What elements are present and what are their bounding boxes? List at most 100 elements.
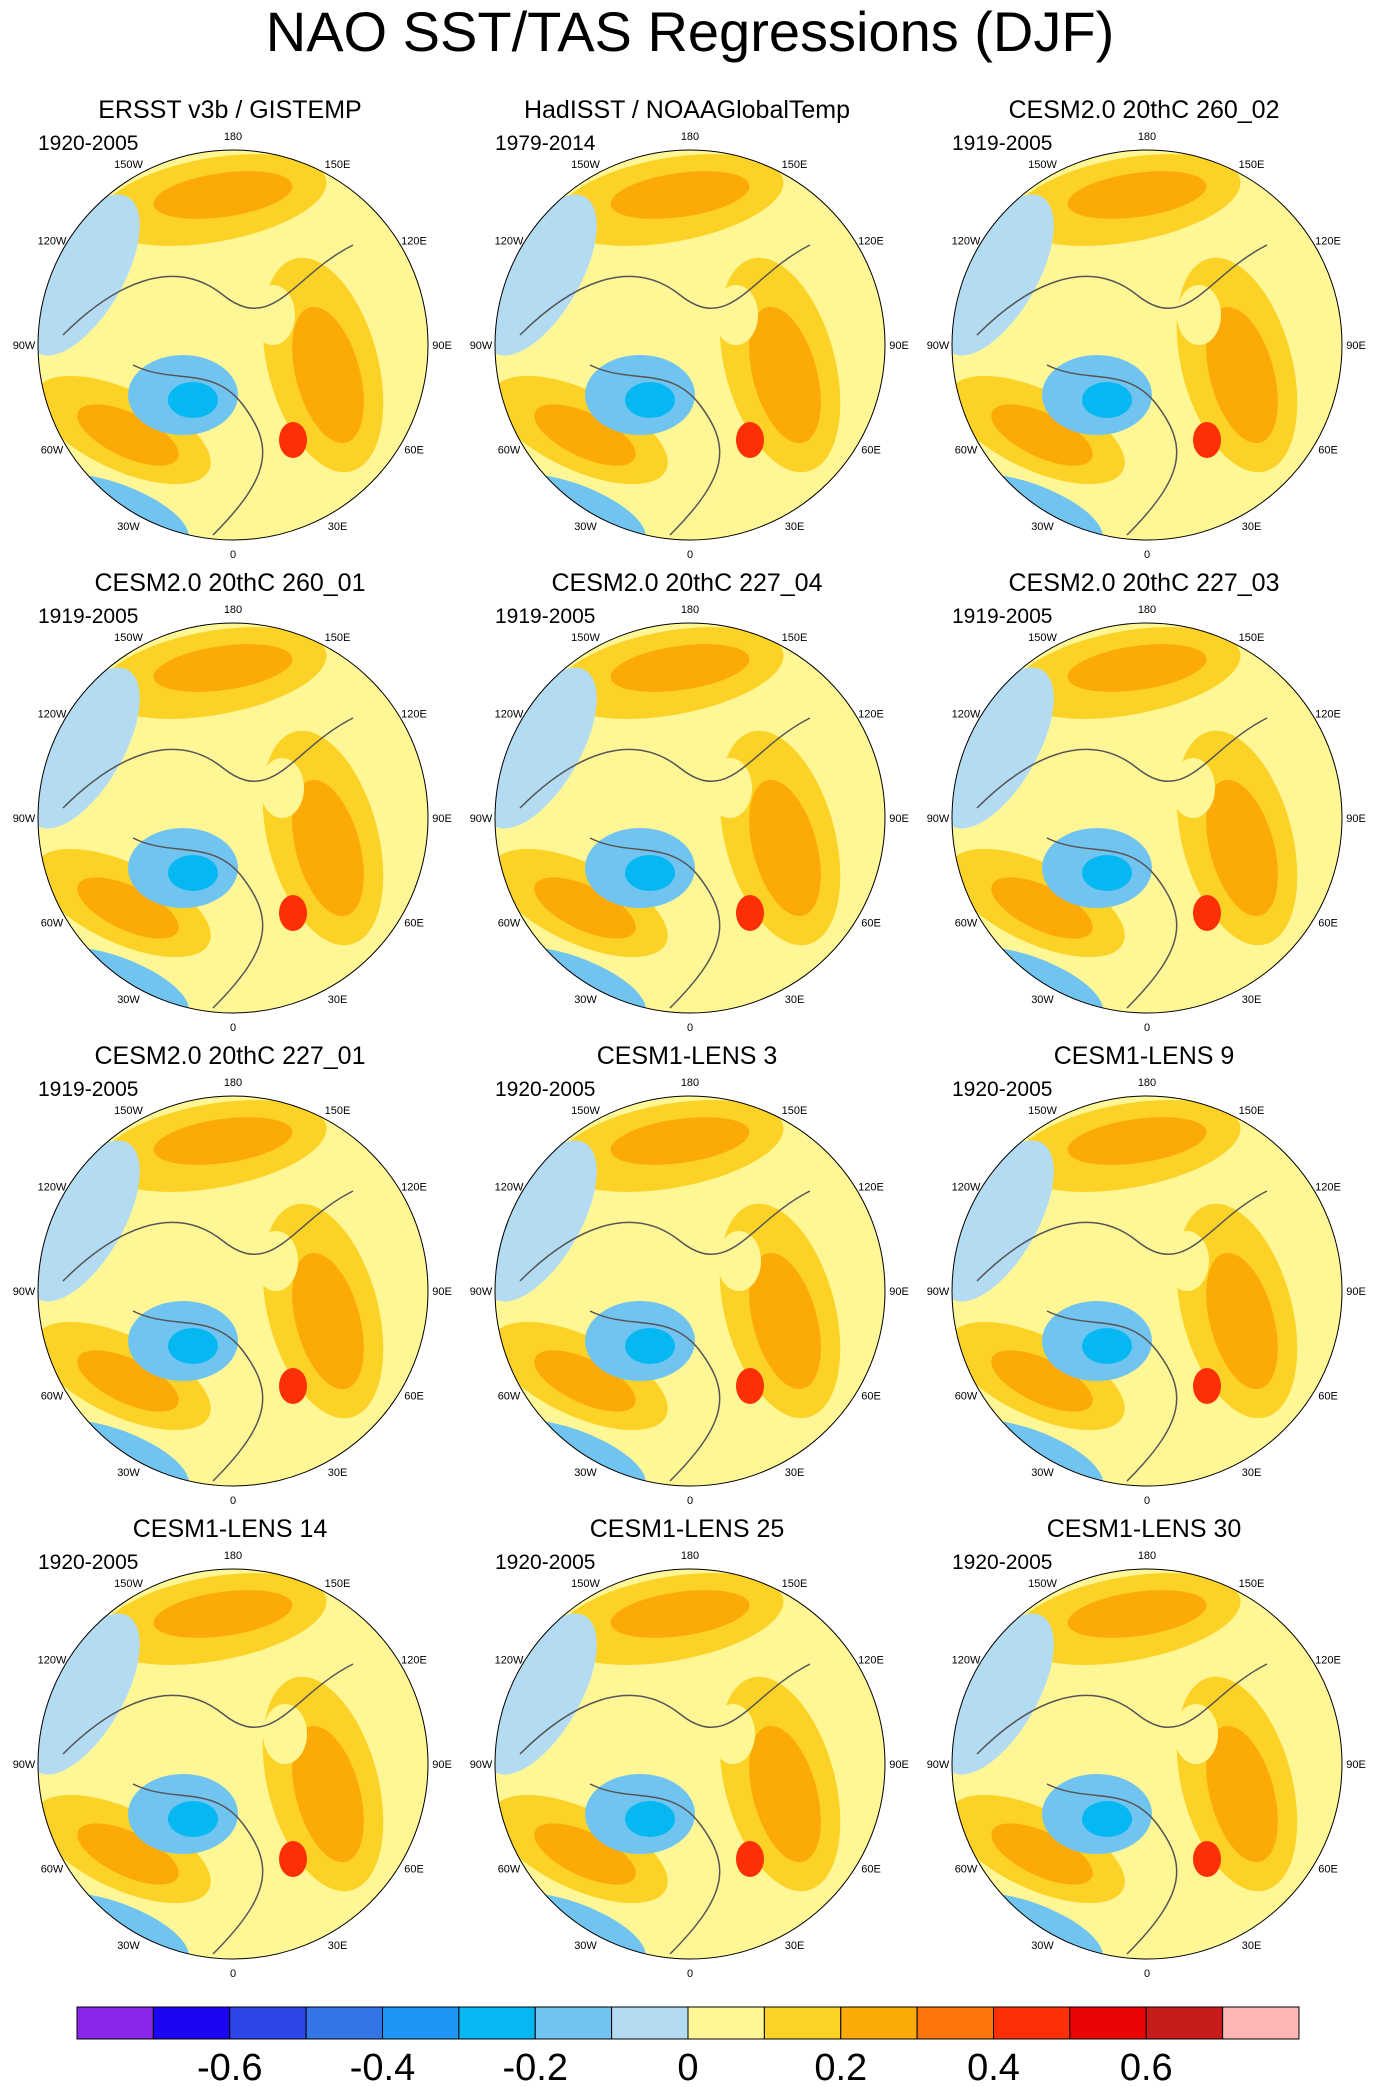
polar-map: 180 150E 120E 90E 60E 30E 0 30W 60W 90W 120W 150W: [13, 604, 452, 1034]
colorbar-swatch: [458, 2006, 536, 2040]
colorbar-tick-label: -0.4: [350, 2047, 415, 2087]
longitude-label: 60W: [955, 1864, 978, 1876]
map-panel: CESM1-LENS 30 180 150E 120E 90E 60E 30E 0 30W 60W…: [914, 1514, 1374, 1989]
longitude-label: 60W: [498, 445, 521, 457]
anomaly-region: [1067, 1590, 1207, 1638]
colorbar-swatch: [916, 2006, 994, 2040]
polar-map: 180 150E 120E 90E 60E 30E 0 30W 60W 90W 120W 150W: [927, 131, 1366, 561]
map-border: [37, 622, 429, 1014]
longitude-label: 150E: [325, 1578, 351, 1590]
colorbar-tick-label: 0.2: [814, 2047, 867, 2087]
polar-map: 180 150E 120E 90E 60E 30E 0 30W 60W 90W 120W 150W: [13, 1550, 452, 1980]
longitude-label: 180: [1138, 604, 1156, 616]
map-border: [37, 1095, 429, 1487]
longitude-label: 90W: [470, 340, 493, 352]
anomaly-region: [279, 1368, 307, 1404]
map-panel: CESM2.0 20thC 260_02 180 150E 120E 90E 60E 30E…: [914, 95, 1374, 570]
polar-map: 180 150E 120E 90E 60E 30E 0 30W 60W 90W 120W 150W: [470, 1077, 909, 1507]
anomaly-region: [1206, 1252, 1278, 1390]
longitude-label: 120E: [1315, 709, 1341, 721]
anomaly-region: [38, 667, 140, 829]
longitude-label: 120W: [952, 236, 981, 248]
anomaly-region: [77, 1350, 179, 1412]
anomaly-region: [991, 877, 1093, 939]
longitude-label: 30E: [328, 521, 348, 533]
longitude-label: 120E: [401, 1655, 427, 1667]
polar-map: 180 150E 120E 90E 60E 30E 0 30W 60W 90W 120W 150W: [13, 1077, 452, 1507]
map-border: [494, 1568, 886, 1960]
longitude-label: 90W: [13, 813, 36, 825]
period-label: 1979-2014: [495, 132, 596, 155]
longitude-label: 150E: [782, 159, 808, 171]
anomaly-region: [610, 644, 750, 692]
anomaly-region: [625, 382, 675, 418]
longitude-label: 90E: [1346, 813, 1366, 825]
anomaly-region: [1082, 855, 1132, 891]
longitude-label: 60E: [404, 1864, 424, 1876]
longitude-label: 0: [1144, 1968, 1150, 1980]
longitude-label: 90W: [927, 1286, 950, 1298]
longitude-label: 90E: [889, 1759, 909, 1771]
anomaly-region: [168, 1801, 218, 1837]
anomaly-region: [251, 285, 295, 345]
colorbar-swatch: [152, 2006, 231, 2040]
anomaly-region: [279, 1841, 307, 1877]
coastline: [976, 1190, 1268, 1482]
anomaly-region: [749, 306, 821, 444]
map-panel: CESM1-LENS 9 180 150E 120E 90E 60E 30E 0 30W 60W 9…: [914, 1041, 1374, 1516]
longitude-label: 180: [1138, 1550, 1156, 1562]
longitude-label: 30W: [117, 521, 140, 533]
coastline: [62, 1190, 354, 1482]
period-label: 1920-2005: [495, 1551, 596, 1574]
anomaly-region: [991, 1823, 1093, 1885]
longitude-label: 30W: [574, 1467, 597, 1479]
longitude-label: 60E: [1318, 1864, 1338, 1876]
longitude-label: 150E: [325, 159, 351, 171]
anomaly-region: [279, 422, 307, 458]
anomaly-region: [292, 1725, 364, 1863]
anomaly-region: [168, 855, 218, 891]
colorbar-tick-label: 0: [677, 2047, 698, 2087]
anomaly-region: [254, 1231, 298, 1291]
longitude-label: 60E: [861, 1391, 881, 1403]
anomaly-region: [610, 1590, 750, 1638]
anomaly-region: [736, 1841, 764, 1877]
longitude-label: 90E: [432, 1286, 452, 1298]
anomaly-region: [38, 1613, 140, 1775]
longitude-label: 30E: [785, 1467, 805, 1479]
period-label: 1919-2005: [38, 1078, 139, 1101]
longitude-label: 180: [224, 604, 242, 616]
longitude-label: 0: [1144, 1022, 1150, 1034]
longitude-label: 30W: [1031, 1467, 1054, 1479]
colorbar-tick-label: 0.4: [967, 2047, 1020, 2087]
anomaly-region: [38, 194, 140, 356]
longitude-label: 30W: [117, 1940, 140, 1952]
anomaly-region: [495, 194, 597, 356]
longitude-label: 120W: [38, 1182, 67, 1194]
longitude-label: 120E: [858, 1182, 884, 1194]
colorbar-swatch: [1069, 2006, 1147, 2040]
longitude-label: 60E: [861, 1864, 881, 1876]
longitude-label: 120W: [38, 1655, 67, 1667]
longitude-label: 180: [681, 131, 699, 143]
longitude-label: 60E: [404, 918, 424, 930]
longitude-label: 60W: [955, 1391, 978, 1403]
anomaly-region: [625, 855, 675, 891]
anomaly-region: [495, 667, 597, 829]
longitude-label: 60E: [1318, 918, 1338, 930]
longitude-label: 0: [687, 1022, 693, 1034]
map-border: [951, 1568, 1343, 1960]
longitude-label: 120W: [495, 236, 524, 248]
polar-map: 180 150E 120E 90E 60E 30E 0 30W 60W 90W 120W 150W: [13, 131, 452, 561]
longitude-label: 180: [224, 1550, 242, 1562]
longitude-label: 30W: [1031, 994, 1054, 1006]
anomaly-region: [991, 1350, 1093, 1412]
polar-map: 180 150E 120E 90E 60E 30E 0 30W 60W 90W 120W 150W: [927, 604, 1366, 1034]
anomaly-region: [1206, 306, 1278, 444]
longitude-label: 150W: [114, 632, 143, 644]
longitude-label: 150W: [571, 1578, 600, 1590]
anomaly-region: [714, 285, 758, 345]
longitude-label: 90W: [927, 813, 950, 825]
colorbar-swatch: [611, 2006, 689, 2040]
longitude-label: 180: [1138, 131, 1156, 143]
